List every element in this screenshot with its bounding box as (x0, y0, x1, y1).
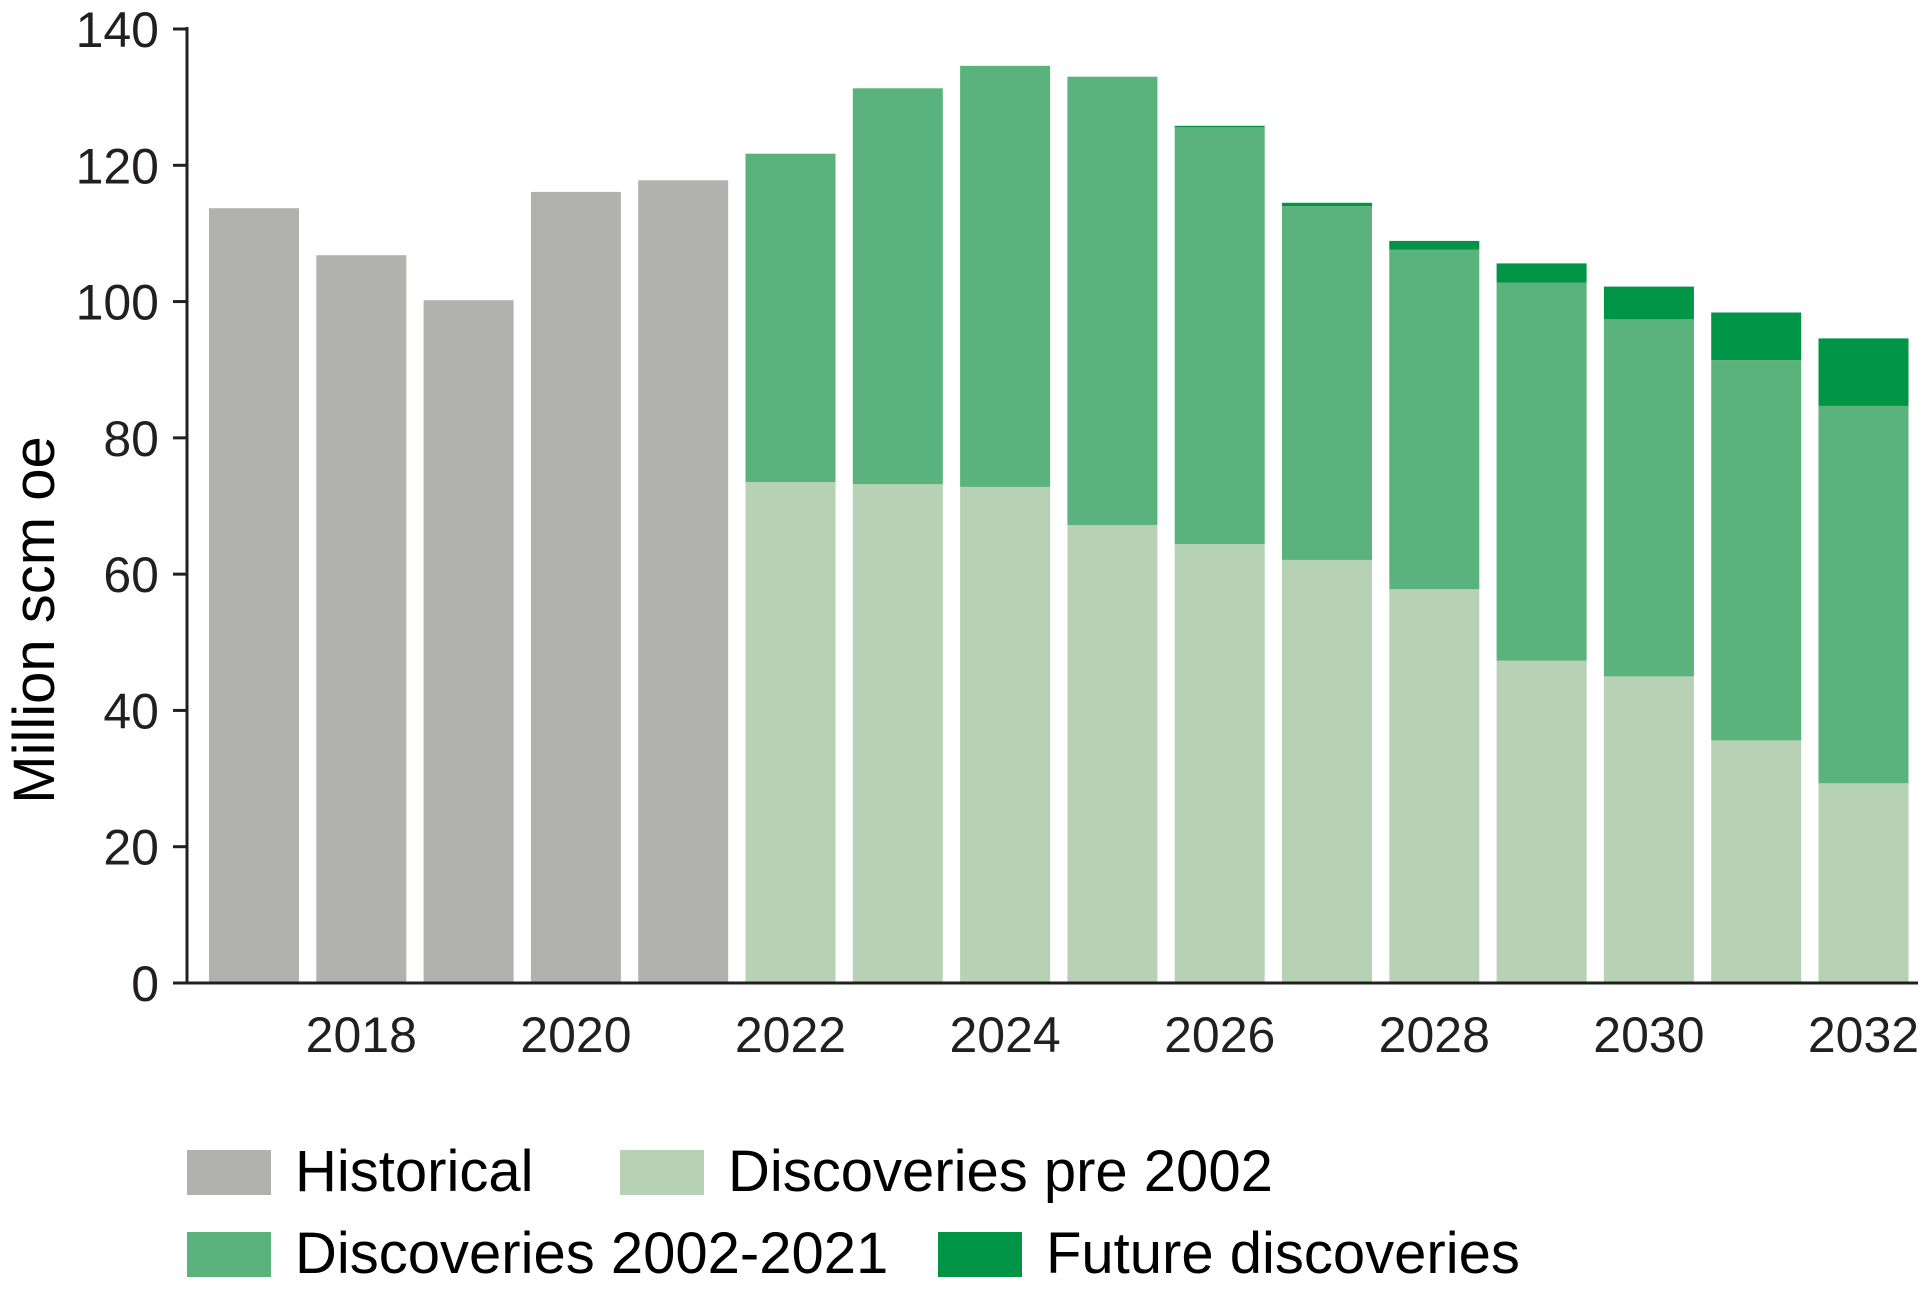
bar-segment-2031-series-2 (1711, 360, 1802, 741)
legend-swatch (187, 1150, 271, 1195)
x-tick-label: 2018 (306, 1007, 417, 1063)
legend-label: Historical (295, 1139, 534, 1204)
bar-segment-2019-series-0 (423, 300, 514, 983)
y-axis-title: Million scm oe (2, 436, 67, 803)
y-tick-label: 60 (103, 547, 159, 603)
bar-segment-2025-series-2 (1067, 76, 1158, 526)
bar-segment-2027-series-1 (1282, 559, 1372, 983)
bar-segment-2024-series-2 (960, 65, 1051, 487)
bar-segment-2022-series-2 (745, 153, 836, 483)
y-tick-label: 120 (76, 138, 159, 194)
y-tick-label: 40 (103, 683, 159, 739)
bar-segment-2029-series-3 (1496, 263, 1587, 283)
x-tick-label: 2030 (1593, 1007, 1704, 1063)
bar-segment-2028-series-1 (1389, 589, 1480, 983)
x-tick-label: 2022 (735, 1007, 846, 1063)
y-tick-label: 20 (103, 820, 159, 876)
bar-segment-2031-series-1 (1711, 740, 1802, 983)
legend-label: Future discoveries (1046, 1221, 1520, 1286)
bar-segment-2024-series-1 (960, 486, 1051, 983)
y-tick-label: 140 (76, 2, 159, 58)
bar-segment-2022-series-1 (745, 482, 836, 983)
bar-segment-2021-series-0 (638, 180, 729, 984)
bar-segment-2023-series-2 (852, 88, 943, 485)
bar-segment-2028-series-3 (1389, 240, 1480, 250)
bar-segment-2030-series-1 (1603, 676, 1694, 983)
bar-segment-2029-series-1 (1496, 660, 1587, 983)
bar-segment-2032-series-1 (1818, 783, 1909, 983)
legend-swatch (620, 1150, 704, 1195)
x-tick-label: 2026 (1164, 1007, 1275, 1063)
bars-group (209, 65, 1909, 984)
y-tick-label: 100 (76, 275, 159, 331)
bar-segment-2017-series-0 (209, 208, 299, 983)
legend: Historical Discoveries pre 2002 Discoverie… (187, 1139, 1520, 1286)
bar-segment-2025-series-1 (1067, 525, 1158, 983)
bar-segment-2027-series-3 (1282, 202, 1372, 207)
bar-segment-2020-series-0 (530, 191, 621, 983)
bar-segment-2026-series-2 (1174, 127, 1265, 545)
bar-segment-2032-series-2 (1818, 405, 1909, 784)
bar-segment-2018-series-0 (316, 255, 407, 983)
legend-label: Discoveries 2002-2021 (295, 1221, 888, 1286)
y-tick-label: 80 (103, 411, 159, 467)
bar-segment-2030-series-3 (1603, 286, 1694, 320)
legend-swatch (187, 1232, 271, 1277)
bar-segment-2028-series-2 (1389, 249, 1480, 590)
bar-segment-2023-series-1 (852, 484, 943, 983)
bar-segment-2029-series-2 (1496, 282, 1587, 661)
bar-segment-2026-series-3 (1174, 125, 1265, 128)
bar-segment-2030-series-2 (1603, 319, 1694, 677)
legend-swatch (938, 1232, 1022, 1277)
y-tick-label: 0 (131, 956, 159, 1012)
bar-segment-2031-series-3 (1711, 312, 1802, 361)
x-tick-label: 2020 (520, 1007, 631, 1063)
bar-segment-2026-series-1 (1174, 544, 1265, 983)
bar-segment-2027-series-2 (1282, 206, 1372, 560)
x-tick-label: 2032 (1808, 1007, 1919, 1063)
axes-group: 0 20 40 60 80 100 120 140 2018 2020 2022 2024 2026 20… (76, 2, 1920, 1063)
bar-segment-2032-series-3 (1818, 338, 1909, 406)
legend-label: Discoveries pre 2002 (728, 1139, 1273, 1204)
x-tick-label: 2028 (1379, 1007, 1490, 1063)
x-tick-label: 2024 (949, 1007, 1060, 1063)
